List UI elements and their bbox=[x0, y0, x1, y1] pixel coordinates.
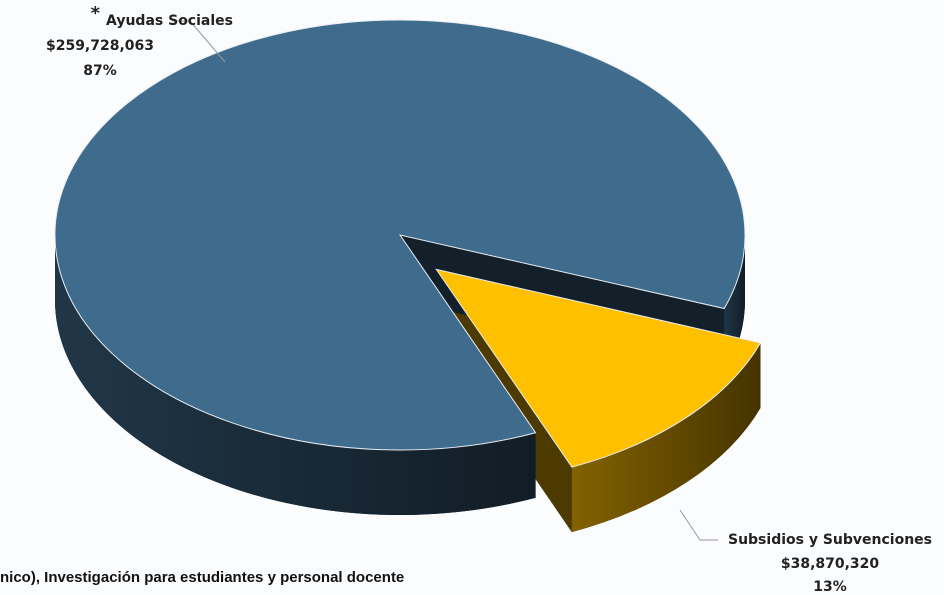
leader-line bbox=[172, 20, 226, 63]
category-label: Subsidios y Subvenciones bbox=[728, 532, 932, 548]
leader-line bbox=[679, 509, 718, 541]
percent-label: 13% bbox=[813, 579, 847, 595]
value-label: $38,870,320 bbox=[781, 556, 880, 572]
footnote: nico), Investigación para estudiantes y … bbox=[0, 569, 404, 586]
slice-wall-shade bbox=[55, 235, 536, 515]
category-label: Ayudas Sociales bbox=[106, 13, 233, 29]
pie bbox=[54, 19, 762, 533]
annotation: * bbox=[91, 3, 101, 24]
value-label: $259,728,063 bbox=[46, 38, 154, 54]
pie-slice bbox=[435, 268, 762, 468]
pie-slice bbox=[54, 19, 746, 451]
slice-wall-shade bbox=[571, 342, 761, 533]
percent-label: 87% bbox=[83, 63, 117, 79]
